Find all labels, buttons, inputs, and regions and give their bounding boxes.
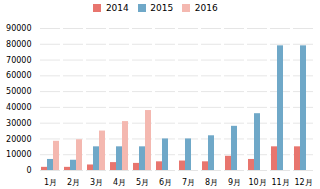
svg-text:0: 0 [26, 166, 31, 175]
svg-text:50000: 50000 [6, 87, 31, 96]
svg-text:2月: 2月 [67, 178, 80, 187]
svg-text:12月: 12月 [294, 178, 312, 187]
svg-text:5月: 5月 [136, 178, 149, 187]
svg-text:9月: 9月 [228, 178, 241, 187]
svg-text:4月: 4月 [113, 178, 126, 187]
svg-text:30000: 30000 [6, 119, 31, 128]
svg-text:70000: 70000 [6, 56, 31, 65]
svg-text:7月: 7月 [182, 178, 195, 187]
html-text:2015: 2015 [150, 2, 174, 13]
svg-text:90000: 90000 [6, 24, 31, 33]
svg-text:40000: 40000 [6, 103, 31, 112]
svg-text:3月: 3月 [90, 178, 103, 187]
svg-text:6月: 6月 [159, 178, 172, 187]
svg-text:8月: 8月 [205, 178, 218, 187]
svg-text:10月: 10月 [248, 178, 266, 187]
svg-text:20000: 20000 [6, 135, 31, 144]
svg-text:11月: 11月 [271, 178, 289, 187]
svg-text:10000: 10000 [6, 150, 31, 159]
svg-text:60000: 60000 [6, 71, 31, 80]
svg-text:1月: 1月 [44, 178, 57, 187]
html-text:2014: 2014 [105, 2, 129, 13]
html-text:2016: 2016 [194, 2, 218, 13]
svg-text:80000: 80000 [6, 40, 31, 49]
